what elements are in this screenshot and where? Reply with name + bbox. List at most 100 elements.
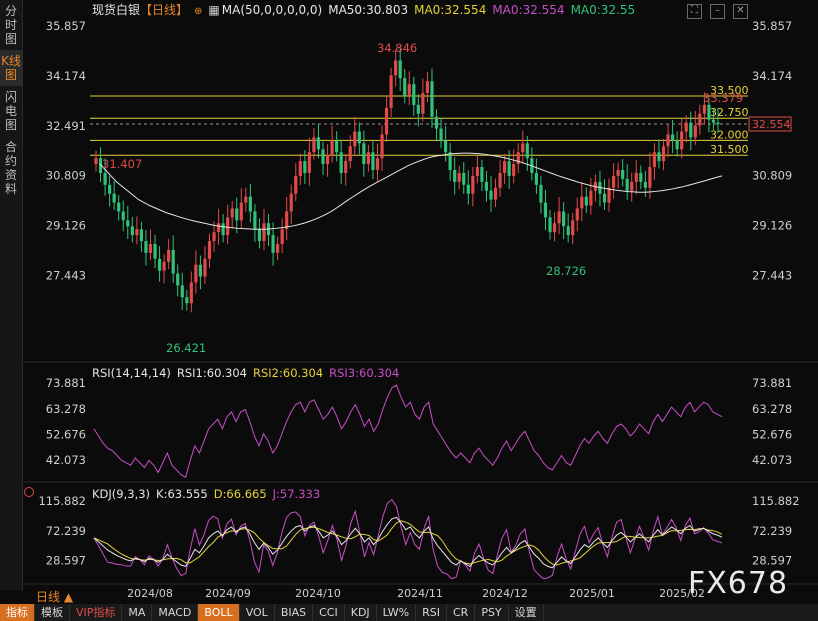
candle-body-22 [194,264,198,283]
toolbar-button-vol[interactable]: VOL [240,604,275,621]
candle-body-43 [289,193,293,212]
ma50-value: MA50:30.803 [328,3,409,17]
tab-time-chart[interactable]: 分时图 [4,4,17,46]
candle-body-77 [443,140,448,153]
candle-body-126 [666,134,670,147]
candle-body-121 [643,181,647,188]
toolbar-button-ma[interactable]: MA [122,604,153,621]
candle-body-134 [702,104,706,114]
toolbar-button-boll[interactable]: BOLL [198,604,240,621]
candle-body-104 [566,226,570,236]
tab-flash-chart[interactable]: 闪电图 [4,90,17,132]
x-axis-label-2: 2024/10 [295,587,341,600]
candle-body-39 [271,235,275,253]
candle-body-64 [384,107,389,135]
candle-body-35 [253,211,257,230]
candle-body-71 [416,104,420,114]
candle-body-60 [366,152,371,165]
kdj-legend: KDJ(9,3,3) K:63.555 D:66.665 J:57.333 [92,487,326,501]
close-icon[interactable]: ✕ [733,4,748,19]
tab-kline-chart[interactable]: K线图 [0,50,22,86]
annotation-left: 31.407 [102,157,142,171]
candle-body-54 [339,152,343,173]
level-label-1: 32.750 [710,106,749,119]
candle-body-130 [684,122,688,132]
toolbar-button-14[interactable]: 设置 [509,604,544,621]
candle-body-87 [489,190,493,200]
kdj-tick-left-1: 72.239 [46,524,86,538]
toolbar-button-cci[interactable]: CCI [313,604,345,621]
rsi-tick-right-2: 52.676 [752,427,792,441]
tab-contract-info[interactable]: 合约资料 [4,140,17,196]
candle-body-115 [616,170,620,176]
candle-body-127 [670,134,675,141]
candle-body-5 [117,202,121,212]
candle-body-56 [348,146,352,162]
candle-body-57 [353,131,357,147]
candle-body-28 [221,223,225,236]
kdj-tick-right-1: 72.239 [752,524,792,538]
candle-body-118 [630,181,634,191]
candle-body-82 [466,184,470,194]
toolbar-button-kdj[interactable]: KDJ [345,604,377,621]
candle-body-19 [180,285,184,298]
candle-body-119 [634,172,638,182]
x-axis-label-4: 2024/12 [482,587,528,600]
rsi-tick-right-3: 42.073 [752,453,792,467]
price-tick-right-3: 30.809 [752,169,792,183]
settings-icon[interactable]: ⊕ [194,6,203,17]
toolbar-button-cr[interactable]: CR [447,604,476,621]
candle-body-50 [321,149,325,165]
candle-body-133 [698,113,702,126]
toolbar-button-0[interactable]: 指标 [0,604,35,621]
period-tag[interactable]: 【日线】 [140,3,189,17]
toolbar-button-macd[interactable]: MACD [152,604,199,621]
toolbar-button-rsi[interactable]: RSI [416,604,447,621]
price-tick-right-5: 27.443 [752,268,792,282]
annotation-low2: 28.726 [546,264,586,278]
kdj-toggle-icon[interactable] [24,487,34,497]
indicator-toolbar: 指标 模板 VIP指标 MA MACD BOLL VOL BIAS CCI KDJ LW% RSI CR… [0,604,818,621]
rsi3-value: RSI3:60.304 [329,366,400,380]
minimize-icon[interactable]: – [710,4,725,19]
candle-body-67 [398,60,402,79]
candle-body-10 [139,229,144,242]
candle-body-69 [407,84,411,96]
candle-body-29 [226,217,230,236]
candle-body-78 [448,152,452,170]
candle-body-13 [153,244,157,259]
candle-body-109 [589,190,593,206]
toolbar-button-psy[interactable]: PSY [475,604,509,621]
candle-body-46 [303,161,307,173]
candle-body-75 [434,116,439,129]
candle-body-65 [389,75,393,108]
annotation-high: 34.846 [377,41,417,55]
candle-body-86 [484,181,489,191]
toolbar-button-bias[interactable]: BIAS [275,604,314,621]
period-selector[interactable]: 日线 ▲ [36,590,74,604]
candle-body-102 [557,211,561,224]
ma-icon[interactable]: ▦ [208,3,220,17]
fullscreen-icon[interactable]: ⛶ [687,4,702,19]
candle-body-20 [185,297,189,304]
rsi2-value: RSI2:60.304 [253,366,324,380]
level-label-3: 31.500 [710,143,749,156]
toolbar-button-1[interactable]: 模板 [35,604,70,621]
candle-body-18 [176,273,180,286]
candle-body-30 [230,208,234,218]
chart-canvas[interactable]: 35.85735.85734.17434.17432.49132.49130.8… [0,0,818,604]
candle-body-80 [457,172,461,182]
candle-body-91 [507,161,511,176]
toolbar-button-vip[interactable]: VIP指标 [70,604,123,621]
candle-body-81 [462,172,466,185]
candle-body-123 [652,152,657,168]
candle-body-117 [625,178,629,191]
candle-body-112 [602,193,607,203]
rsi1-value: RSI1:60.304 [176,366,247,380]
candle-body-7 [126,220,130,227]
current-price-box [748,116,792,132]
candle-body-106 [575,208,579,221]
candle-body-2 [103,172,107,185]
candle-body-33 [244,196,248,203]
toolbar-button-lw[interactable]: LW% [377,604,417,621]
